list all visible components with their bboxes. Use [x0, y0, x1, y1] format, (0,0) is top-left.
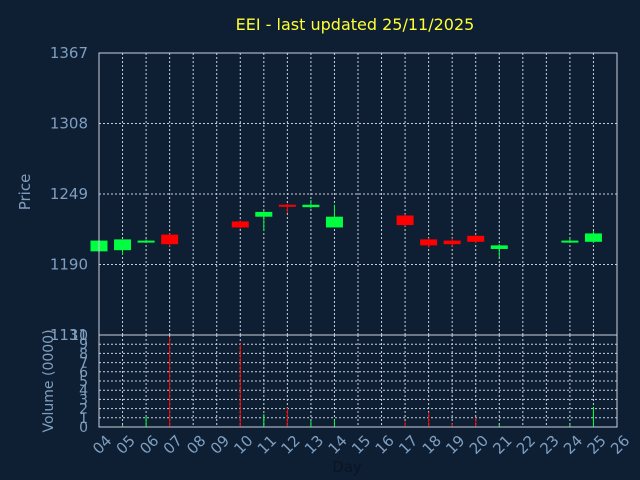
x-tick-label: 07	[160, 432, 186, 458]
x-tick-label: 04	[89, 432, 115, 458]
volume-bars	[98, 336, 594, 427]
x-tick-label: 11	[254, 432, 280, 458]
x-tick-label: 12	[277, 432, 303, 458]
price-axis-label: Price	[16, 174, 34, 211]
x-tick-label: 23	[536, 432, 562, 458]
x-tick-label: 13	[301, 432, 327, 458]
price-y-tick-label: 1190	[50, 256, 88, 274]
candles	[90, 199, 602, 258]
candle-body	[137, 240, 155, 243]
x-tick-label: 26	[607, 432, 633, 458]
candle-body	[467, 235, 485, 242]
x-tick-label: 19	[442, 432, 468, 458]
price-y-tick-label: 1308	[50, 115, 88, 133]
candle-body	[278, 204, 296, 207]
candle-body	[114, 239, 132, 251]
x-tick-label: 20	[466, 432, 492, 458]
x-tick-label: 16	[372, 432, 398, 458]
candle-body	[231, 221, 249, 228]
volume-y-tick-label: 8	[79, 346, 88, 362]
volume-plot-frame	[98, 334, 618, 428]
candle-body	[584, 233, 602, 242]
x-tick-label: 05	[113, 432, 139, 458]
candle-body	[161, 234, 179, 245]
price-y-tick-label: 1131	[50, 326, 88, 344]
x-tick-label: 22	[513, 432, 539, 458]
candle-body	[255, 211, 273, 217]
x-tick-label: 08	[183, 432, 209, 458]
volume-y-tick-label: 5	[79, 374, 88, 390]
candle-body	[302, 204, 320, 208]
x-tick-label: 24	[560, 432, 586, 458]
x-tick-label: 17	[395, 432, 421, 458]
candle-body	[490, 245, 508, 249]
volume-y-tick-label: 9	[79, 337, 88, 353]
candle-body	[561, 240, 579, 243]
candle-body	[396, 215, 414, 226]
volume-y-tick-label: 1	[79, 411, 88, 427]
x-tick-label: 14	[325, 432, 351, 458]
chart-title: EEI - last updated 25/11/2025	[236, 15, 475, 34]
volume-y-tick-label: 0	[79, 420, 88, 436]
x-tick-label: 10	[230, 432, 256, 458]
volume-axis-label: Volume (0000)	[41, 329, 57, 432]
volume-grid	[98, 334, 618, 428]
x-tick-label: 25	[584, 432, 610, 458]
candle-body	[420, 239, 438, 246]
x-tick-label: 15	[348, 432, 374, 458]
candle-body	[325, 216, 343, 228]
x-axis-label: Day	[332, 458, 362, 476]
x-ticks: 0405060708091011121314151617181920212223…	[89, 432, 633, 458]
volume-y-tick-label: 7	[79, 356, 88, 372]
x-tick-label: 09	[207, 432, 233, 458]
volume-y-tick-label: 3	[79, 392, 88, 408]
price-y-tick-label: 1249	[50, 185, 88, 203]
x-tick-label: 21	[489, 432, 515, 458]
x-tick-label: 18	[419, 432, 445, 458]
price-y-tick-label: 1367	[50, 44, 88, 62]
price-y-ticks: 1367 1308 1249 1190 1131	[50, 44, 88, 344]
volume-y-tick-label: 4	[79, 383, 88, 399]
x-tick-label: 06	[136, 432, 162, 458]
candle-body	[443, 240, 461, 245]
volume-y-tick-label: 2	[79, 402, 88, 418]
price-grid	[98, 52, 618, 336]
volume-y-tick-label: 6	[79, 365, 88, 381]
volume-y-tick-label: 10	[70, 328, 88, 344]
